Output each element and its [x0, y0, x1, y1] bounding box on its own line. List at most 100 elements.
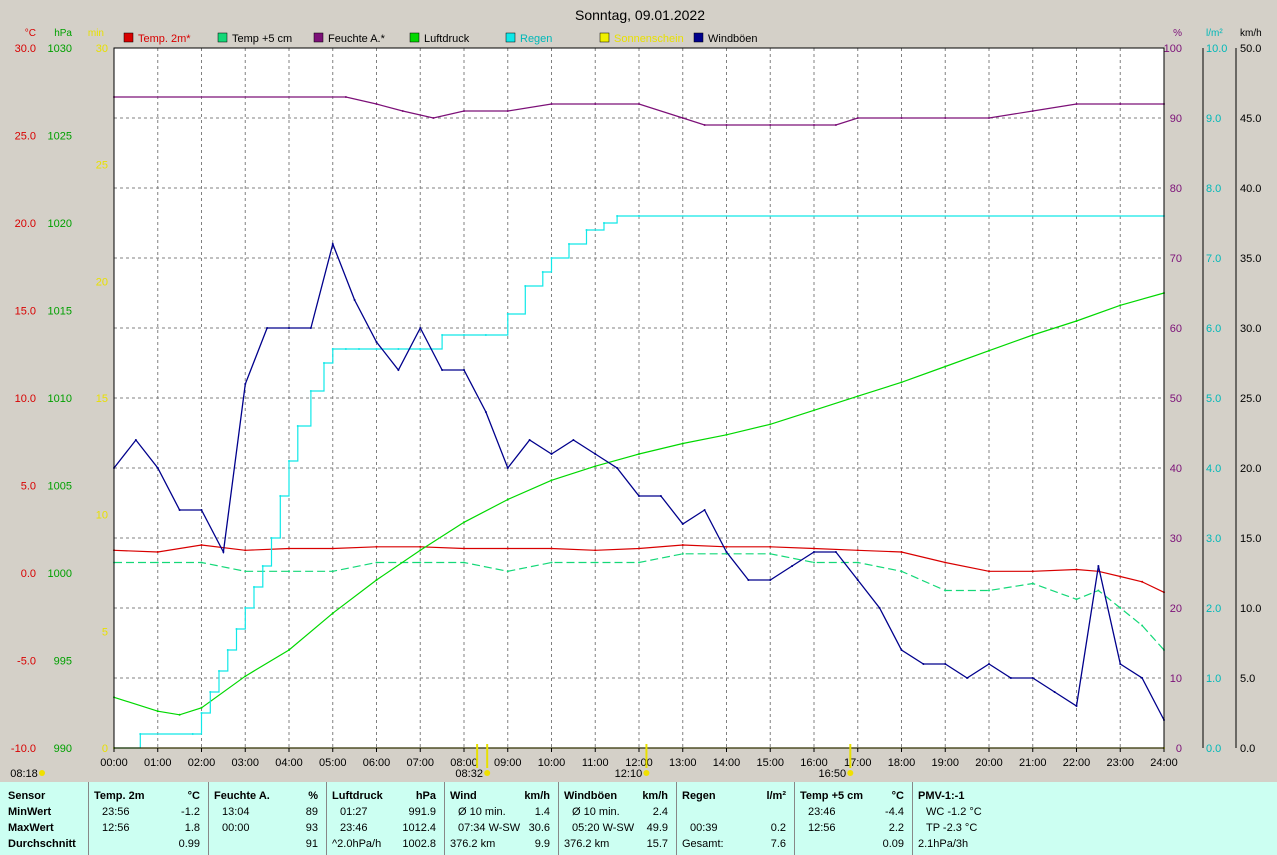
series-point — [156, 551, 159, 553]
series-line — [114, 553, 1165, 651]
series-point — [344, 96, 347, 98]
x-tick-label: 21:00 — [1019, 757, 1047, 769]
series-point — [200, 712, 203, 714]
series-point — [900, 570, 903, 573]
stats-max-label: 05:20 W-SW — [572, 822, 635, 834]
series-point — [397, 348, 400, 350]
series-point — [1031, 334, 1034, 336]
series-point — [506, 570, 509, 573]
stats-avg-label: Gesamt: — [682, 838, 724, 850]
series-point — [484, 411, 487, 413]
series-point — [134, 439, 137, 441]
stats-avg-label: 2.1hPa/3h — [918, 838, 969, 850]
stats-column-title: Temp. 2m — [94, 790, 145, 802]
series-point — [463, 561, 465, 564]
wind-axis-tick-label: 5.0 — [1240, 673, 1255, 685]
series-point — [244, 570, 247, 573]
series-point — [747, 579, 750, 581]
rain-axis-tick-label: 7.0 — [1206, 253, 1221, 265]
series-point — [200, 544, 203, 546]
legend-label: Temp. 2m* — [138, 33, 191, 45]
x-tick-label: 09:00 — [494, 757, 522, 769]
stats-avg-label: 376.2 km — [450, 838, 496, 850]
wind-axis-tick-label: 0.0 — [1240, 743, 1255, 755]
humidity-axis-tick-label: 10 — [1170, 673, 1182, 685]
series-point — [209, 691, 212, 693]
series-point — [856, 561, 859, 564]
series-point — [244, 549, 247, 552]
series-point — [288, 327, 290, 329]
stats-min-value: 1.4 — [534, 806, 550, 818]
x-tick-label: 14:00 — [713, 757, 741, 769]
series-line — [113, 292, 1165, 716]
rain-axis-unit-label: l/m² — [1206, 28, 1223, 39]
legend-swatch — [123, 32, 134, 43]
series-point — [944, 663, 947, 665]
x-tick-label: 13:00 — [669, 757, 697, 769]
sun-dot-icon — [39, 770, 45, 776]
stats-column-title: Luftdruck — [332, 790, 383, 802]
statistics-panel: Sensor MinWert MaxWert Durchschnitt Temp. 2m… — [0, 782, 1277, 855]
stats-column-divider — [326, 782, 327, 855]
wind-axis-tick-label: 45.0 — [1240, 113, 1261, 125]
stats-min-value: 2.4 — [652, 806, 668, 818]
series-point — [585, 229, 588, 231]
series-point — [944, 365, 947, 368]
sun-axis-tick-label: 25 — [96, 160, 108, 172]
series-point — [253, 586, 255, 588]
stats-column-title: Windböen — [564, 790, 618, 802]
temp-axis-tick-label: 15.0 — [15, 306, 36, 318]
wind-axis-tick-label: 10.0 — [1240, 603, 1261, 615]
series-point — [323, 362, 325, 364]
wind-axis-tick-label: 25.0 — [1240, 393, 1261, 405]
wind-axis-tick-label: 30.0 — [1240, 323, 1261, 335]
stats-row-label: MaxWert — [8, 822, 54, 834]
stats-column-divider — [912, 782, 913, 855]
series-point — [550, 561, 553, 564]
stats-max-label: 12:56 — [102, 822, 130, 834]
humidity-axis-tick-label: 100 — [1164, 43, 1182, 55]
stats-max-value: 2.2 — [888, 822, 904, 834]
rain-axis-tick-label: 2.0 — [1206, 603, 1221, 615]
series-point — [244, 383, 247, 385]
x-tick-label: 07:00 — [406, 757, 434, 769]
series-point — [769, 552, 772, 555]
series-point — [813, 561, 815, 564]
series-point — [401, 110, 404, 112]
series-point — [550, 547, 553, 550]
sun-dot-icon — [643, 770, 650, 776]
series-point — [603, 222, 605, 224]
series-point — [856, 395, 859, 398]
stats-column-title: Regen — [682, 790, 716, 802]
series-point — [1031, 582, 1034, 585]
stats-column-unit: % — [308, 790, 318, 802]
series-point — [506, 467, 509, 469]
stats-column-divider — [558, 782, 559, 855]
series-point — [139, 733, 142, 735]
stats-min-label: 23:56 — [102, 806, 130, 818]
series-point — [594, 453, 597, 455]
stats-column-divider — [88, 782, 89, 855]
series-point — [616, 215, 619, 217]
stats-max-value: 93 — [305, 822, 318, 834]
legend: Temp. 2m* Temp +5 cm Feuchte A.* Luftdruck R… — [123, 32, 758, 45]
series-point — [988, 349, 990, 352]
humidity-axis-tick-label: 0 — [1176, 743, 1182, 755]
pressure-axis-tick-label: 1010 — [48, 393, 72, 405]
series-point — [594, 549, 597, 552]
series-point — [353, 299, 356, 301]
series-point — [988, 663, 990, 665]
stats-max-value: 49.9 — [646, 822, 668, 834]
series-point — [988, 570, 990, 573]
series-point — [769, 124, 772, 126]
stats-column-unit: °C — [187, 790, 200, 802]
legend-swatch — [313, 32, 324, 43]
stats-min-label: 01:27 — [340, 806, 368, 818]
stats-column-unit: km/h — [642, 790, 668, 802]
series-point — [944, 589, 947, 592]
series-point — [594, 103, 597, 105]
stats-min-value: 991.9 — [408, 806, 436, 818]
stats-column-title: PMV-1:-1 — [918, 790, 965, 802]
temp-axis-tick-label: 20.0 — [15, 218, 36, 230]
series-point — [1119, 304, 1122, 307]
